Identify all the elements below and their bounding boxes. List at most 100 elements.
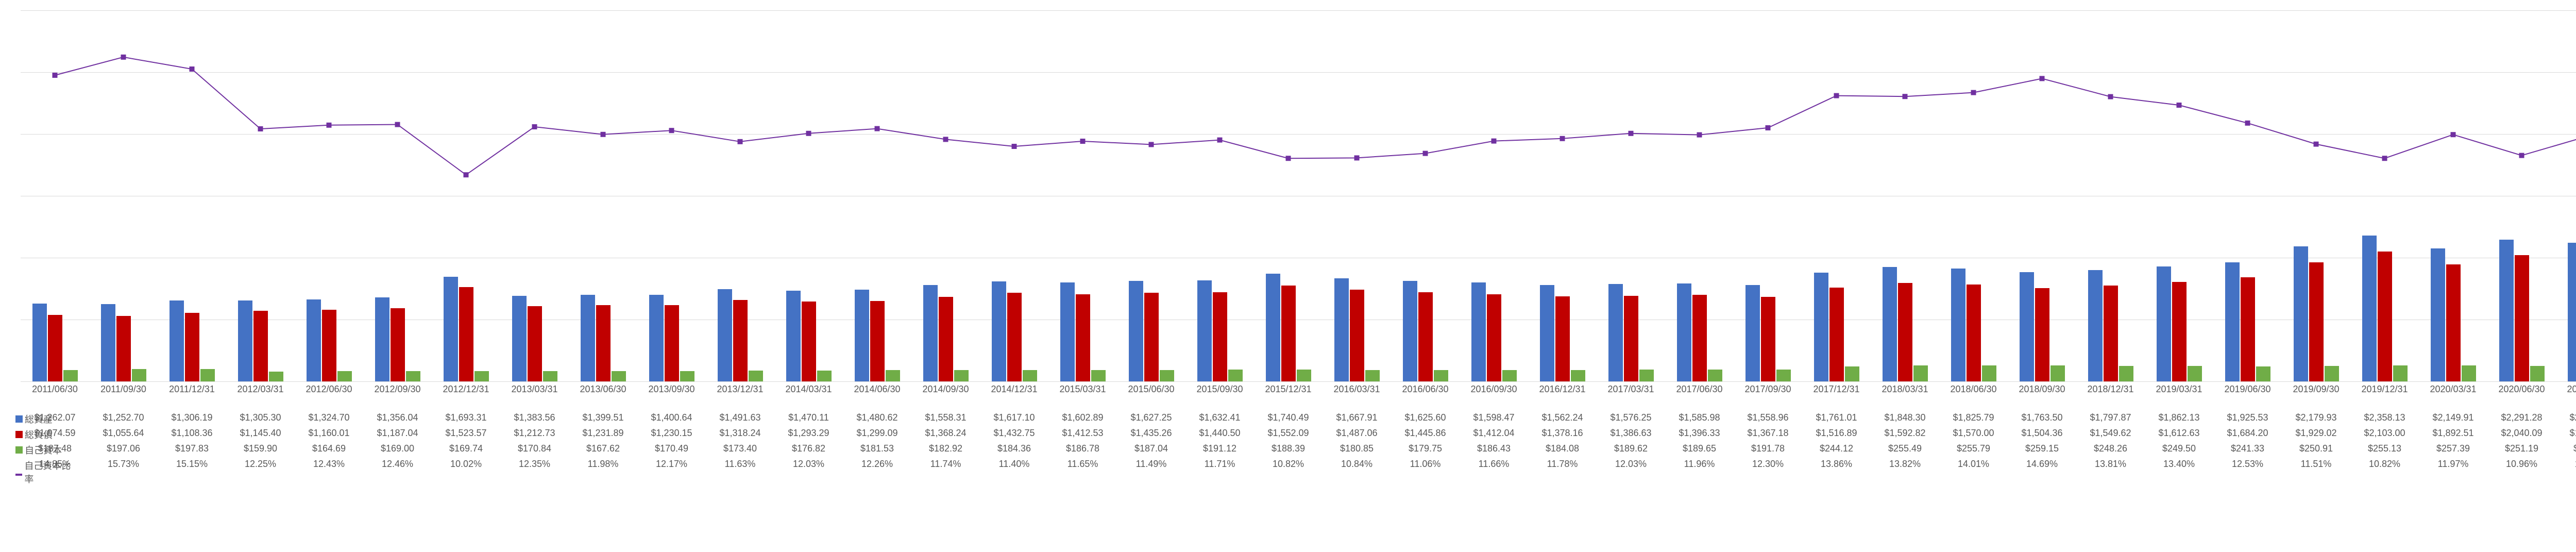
bar-group (1608, 284, 1654, 381)
bar-liabilities (1144, 293, 1159, 381)
bar-liabilities (459, 287, 473, 381)
bar-liabilities (665, 305, 679, 381)
cell: $186.78 (1066, 443, 1099, 454)
cell: $1,797.87 (2090, 412, 2131, 423)
bar-group (444, 277, 489, 381)
cell: $176.82 (792, 443, 825, 454)
cell: 11.71% (1205, 459, 1235, 470)
cell: $1,074.59 (34, 428, 75, 439)
x-label: 2016/09/30 (1470, 384, 1517, 395)
bar-liabilities (185, 313, 199, 381)
bar-assets (444, 277, 458, 381)
bar-equity (886, 370, 900, 381)
bar-group (2088, 270, 2133, 381)
x-label: 2017/03/31 (1607, 384, 1654, 395)
bar-assets (2225, 262, 2240, 381)
bar-equity (1845, 366, 1859, 381)
cell: $1,761.01 (1816, 412, 1857, 423)
cell: $169.00 (381, 443, 414, 454)
bar-liabilities (1967, 285, 1981, 381)
x-label: 2020/09/30 (2567, 384, 2576, 395)
cell: 11.74% (930, 459, 961, 470)
cell: 14.01% (1958, 459, 1989, 470)
bar-assets (32, 304, 47, 381)
cell: $1,299.09 (856, 428, 897, 439)
cell: $1,617.10 (993, 412, 1035, 423)
cell: 10.82% (2369, 459, 2400, 470)
bar-group (1814, 273, 1859, 381)
cell: $184.36 (997, 443, 1031, 454)
bar-liabilities (1692, 295, 1707, 381)
bar-equity (1502, 370, 1517, 381)
bar-equity (337, 371, 352, 381)
bar-assets (1334, 278, 1349, 381)
cell: $1,504.36 (2021, 428, 2062, 439)
bar-liabilities (528, 306, 542, 381)
bar-liabilities (870, 301, 885, 381)
x-label: 2016/03/31 (1333, 384, 1380, 395)
cell: $1,487.06 (1336, 428, 1377, 439)
table-row: 総資産$1,262.07$1,252.70$1,306.19$1,305.30$… (21, 412, 2576, 428)
bar-group (32, 304, 78, 381)
bar-group (2568, 243, 2576, 381)
cell: $244.12 (1820, 443, 1853, 454)
bar-liabilities (802, 302, 816, 381)
x-label: 2015/12/31 (1265, 384, 1311, 395)
x-label: 2014/03/31 (785, 384, 832, 395)
chart-container: $0$1,000$2,000$3,000$4,000$5,000$6,000 0… (0, 0, 2576, 552)
cell: 11.40% (999, 459, 1030, 470)
bar-liabilities (1350, 290, 1364, 381)
cell: $189.65 (1683, 443, 1716, 454)
bar-liabilities (2035, 288, 2049, 381)
cell: $2,103.00 (2364, 428, 2405, 439)
cell: 11.98% (588, 459, 619, 470)
cell: $1,383.56 (514, 412, 555, 423)
cell: $1,470.11 (788, 412, 829, 423)
bar-assets (238, 300, 252, 381)
cell: $179.75 (1409, 443, 1442, 454)
cell: $1,262.07 (34, 412, 75, 423)
table-row: 総負債$1,074.59$1,055.64$1,108.36$1,145.40$… (21, 428, 2576, 443)
bar-liabilities (1898, 283, 1912, 381)
x-label: 2016/12/31 (1539, 384, 1585, 395)
cell: $1,440.50 (1199, 428, 1240, 439)
bar-equity (269, 372, 283, 381)
bar-equity (1297, 370, 1311, 381)
cell: 13.86% (1821, 459, 1852, 470)
cell: 11.63% (725, 459, 756, 470)
bar-group (1129, 281, 1174, 381)
cell: $1,558.31 (925, 412, 966, 423)
cell: 11.97% (2438, 459, 2469, 470)
bar-equity (2325, 366, 2339, 381)
cell: $1,160.01 (308, 428, 349, 439)
bar-group (1197, 280, 1243, 381)
cell: $2,149.91 (2432, 412, 2473, 423)
cell: $1,435.26 (1130, 428, 1172, 439)
bar-group (2499, 240, 2545, 381)
bar-group (581, 295, 626, 381)
bar-assets (1951, 269, 1965, 381)
bar-assets (923, 285, 938, 381)
cell: $1,632.41 (1199, 412, 1240, 423)
cell: $1,558.96 (1747, 412, 1788, 423)
bar-assets (2568, 243, 2576, 381)
bar-equity (1091, 370, 1106, 381)
cell: $251.19 (2505, 443, 2538, 454)
x-label: 2018/03/31 (1882, 384, 1928, 395)
bar-assets (2362, 236, 2377, 381)
cell: $1,396.33 (1679, 428, 1720, 439)
x-label: 2017/12/31 (1813, 384, 1859, 395)
x-label: 2011/06/30 (32, 384, 78, 395)
cell: $180.85 (1340, 443, 1374, 454)
bar-equity (1776, 370, 1791, 381)
bar-assets (1677, 283, 1691, 381)
bar-assets (1129, 281, 1143, 381)
bar-assets (855, 290, 869, 381)
bar-assets (1060, 282, 1075, 381)
cell: $1,667.91 (1336, 412, 1377, 423)
bar-group (2157, 266, 2202, 381)
x-label: 2013/03/31 (511, 384, 557, 395)
plot-area (21, 10, 2576, 382)
x-label: 2013/12/31 (717, 384, 763, 395)
cell: $1,412.04 (1473, 428, 1514, 439)
